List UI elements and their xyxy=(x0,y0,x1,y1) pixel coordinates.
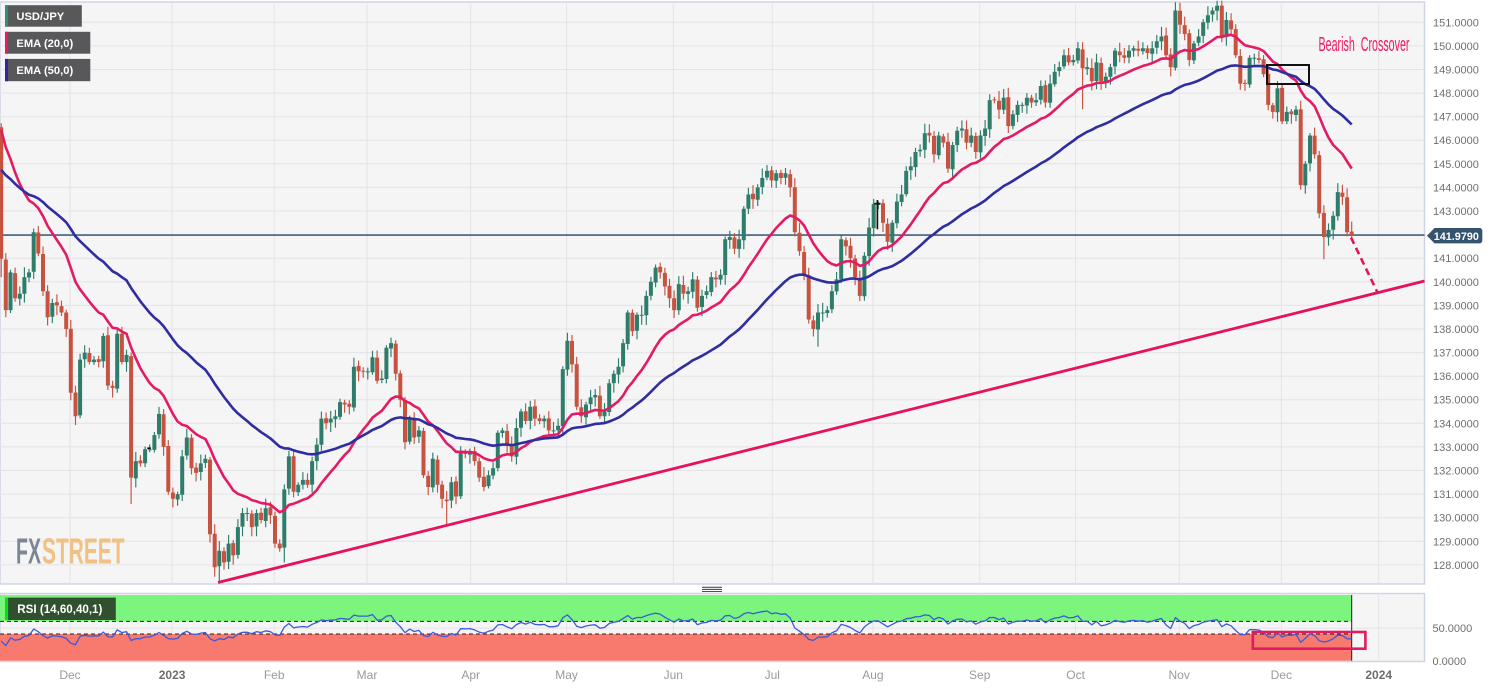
svg-text:141.9790: 141.9790 xyxy=(1434,231,1479,243)
svg-text:USD/JPY: USD/JPY xyxy=(16,11,64,23)
svg-text:May: May xyxy=(555,668,578,682)
svg-text:141.0000: 141.0000 xyxy=(1433,253,1479,265)
svg-text:130.0000: 130.0000 xyxy=(1433,513,1479,525)
svg-text:STREET: STREET xyxy=(42,531,125,572)
svg-text:Sep: Sep xyxy=(969,668,991,682)
svg-text:128.0000: 128.0000 xyxy=(1433,560,1479,572)
svg-text:133.0000: 133.0000 xyxy=(1433,442,1479,454)
svg-text:Aug: Aug xyxy=(862,668,883,682)
svg-text:2023: 2023 xyxy=(159,668,186,682)
svg-text:2024: 2024 xyxy=(1365,668,1392,682)
svg-text:136.0000: 136.0000 xyxy=(1433,371,1479,383)
svg-text:Feb: Feb xyxy=(264,668,285,682)
svg-text:Dec: Dec xyxy=(1271,668,1292,682)
svg-text:Dec: Dec xyxy=(59,668,80,682)
svg-text:148.0000: 148.0000 xyxy=(1433,88,1479,100)
svg-text:RSI (14,60,40,1): RSI (14,60,40,1) xyxy=(17,603,102,616)
svg-text:134.0000: 134.0000 xyxy=(1433,418,1479,430)
svg-text:144.0000: 144.0000 xyxy=(1433,182,1479,194)
svg-text:Mar: Mar xyxy=(357,668,378,682)
svg-text:143.0000: 143.0000 xyxy=(1433,206,1479,218)
svg-text:135.0000: 135.0000 xyxy=(1433,395,1479,407)
svg-text:147.0000: 147.0000 xyxy=(1433,112,1479,124)
svg-text:150.0000: 150.0000 xyxy=(1433,41,1479,53)
svg-text:50.0000: 50.0000 xyxy=(1433,623,1473,635)
svg-text:0.0000: 0.0000 xyxy=(1433,656,1467,668)
svg-text:FX: FX xyxy=(16,531,41,572)
svg-text:137.0000: 137.0000 xyxy=(1433,348,1479,360)
svg-text:Jul: Jul xyxy=(765,668,780,682)
svg-text:145.0000: 145.0000 xyxy=(1433,159,1479,171)
svg-text:132.0000: 132.0000 xyxy=(1433,466,1479,478)
svg-text:149.0000: 149.0000 xyxy=(1433,65,1479,77)
svg-text:140.0000: 140.0000 xyxy=(1433,277,1479,289)
svg-text:Nov: Nov xyxy=(1169,668,1190,682)
svg-text:Apr: Apr xyxy=(461,668,480,682)
svg-text:EMA (20,0): EMA (20,0) xyxy=(16,38,73,50)
svg-text:139.0000: 139.0000 xyxy=(1433,300,1479,312)
svg-text:131.0000: 131.0000 xyxy=(1433,489,1479,501)
svg-text:146.0000: 146.0000 xyxy=(1433,135,1479,147)
svg-text:129.0000: 129.0000 xyxy=(1433,536,1479,548)
svg-text:Jun: Jun xyxy=(664,668,683,682)
svg-text:Oct: Oct xyxy=(1066,668,1085,682)
svg-text:151.0000: 151.0000 xyxy=(1433,17,1479,29)
svg-text:Bearish Crossover: Bearish Crossover xyxy=(1319,34,1410,56)
svg-text:138.0000: 138.0000 xyxy=(1433,324,1479,336)
svg-text:EMA (50,0): EMA (50,0) xyxy=(16,65,73,77)
